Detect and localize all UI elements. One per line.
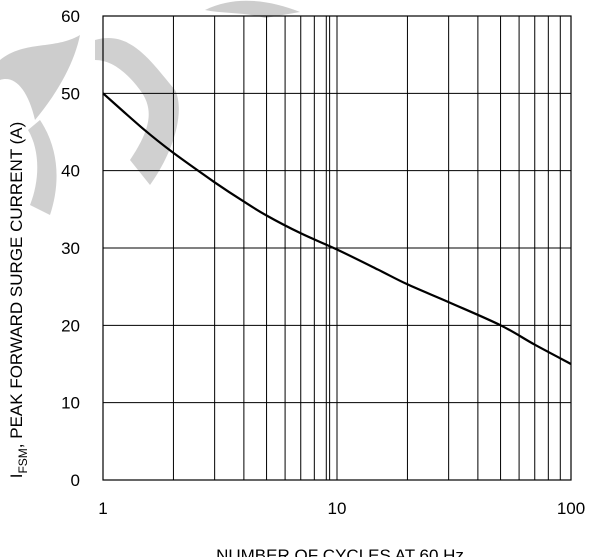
watermark-shape xyxy=(0,0,300,215)
y-axis-label: IFSM, PEAK FORWARD SURGE CURRENT (A) xyxy=(7,122,30,479)
x-tick-label-100: 100 xyxy=(557,499,585,518)
x-axis-label: NUMBER OF CYCLES AT 60 Hz xyxy=(216,546,464,557)
y-tick-label-50: 50 xyxy=(61,84,80,103)
y-tick-label-20: 20 xyxy=(61,316,80,335)
x-tick-label-1: 1 xyxy=(98,499,107,518)
plot-frame xyxy=(102,15,572,481)
plot-area-border xyxy=(102,15,572,481)
watermark-swoosh-lower xyxy=(28,120,57,215)
x-tick-label-10: 10 xyxy=(328,499,347,518)
watermark-swoosh-top xyxy=(205,0,300,18)
series-group xyxy=(102,92,572,365)
series-line-0 xyxy=(102,92,572,365)
y-axis-label-subscript: FSM xyxy=(16,448,30,473)
y-axis-label-text: , PEAK FORWARD SURGE CURRENT (A) xyxy=(7,122,26,449)
y-tick-label-10: 10 xyxy=(61,394,80,413)
y-tick-label-30: 30 xyxy=(61,239,80,258)
y-tick-label-0: 0 xyxy=(71,471,80,490)
watermark-swoosh-left xyxy=(0,35,80,120)
y-tick-label-60: 60 xyxy=(61,7,80,26)
x-tick-labels: 1 10 100 xyxy=(98,499,585,518)
watermark-swoosh-mid xyxy=(95,38,179,185)
y-tick-labels: 0 10 20 30 40 50 60 xyxy=(61,7,80,490)
y-tick-label-40: 40 xyxy=(61,162,80,181)
y-axis-label-prefix: I xyxy=(7,474,26,479)
